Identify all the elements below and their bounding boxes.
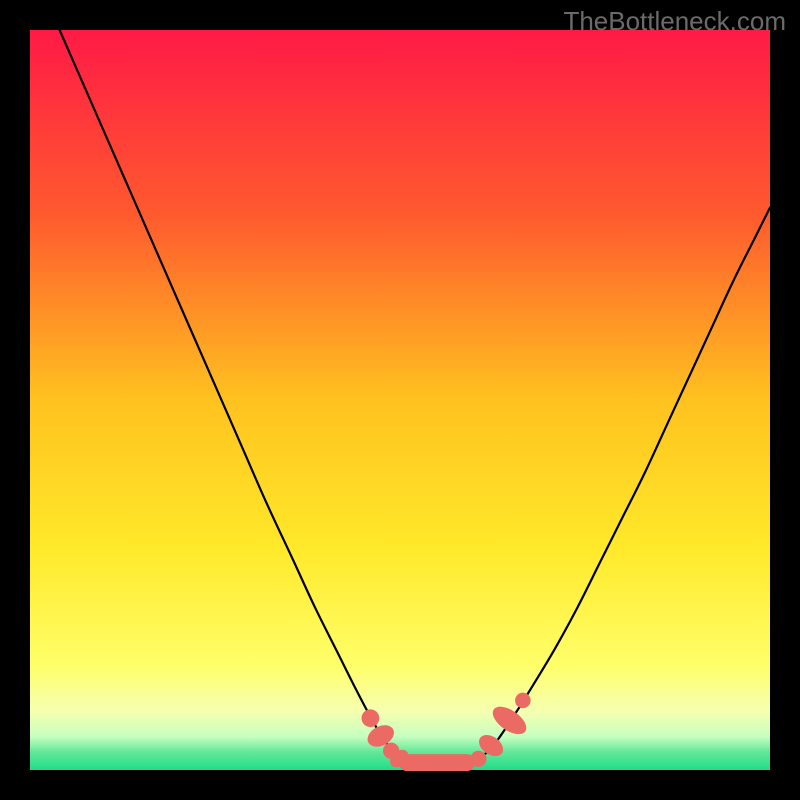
marker-8: [515, 693, 531, 709]
marker-5: [470, 751, 486, 767]
curve-left-arm: [60, 30, 399, 758]
marker-0: [362, 709, 380, 727]
chart-overlay: [0, 0, 800, 800]
curve-right-arm: [478, 208, 770, 759]
